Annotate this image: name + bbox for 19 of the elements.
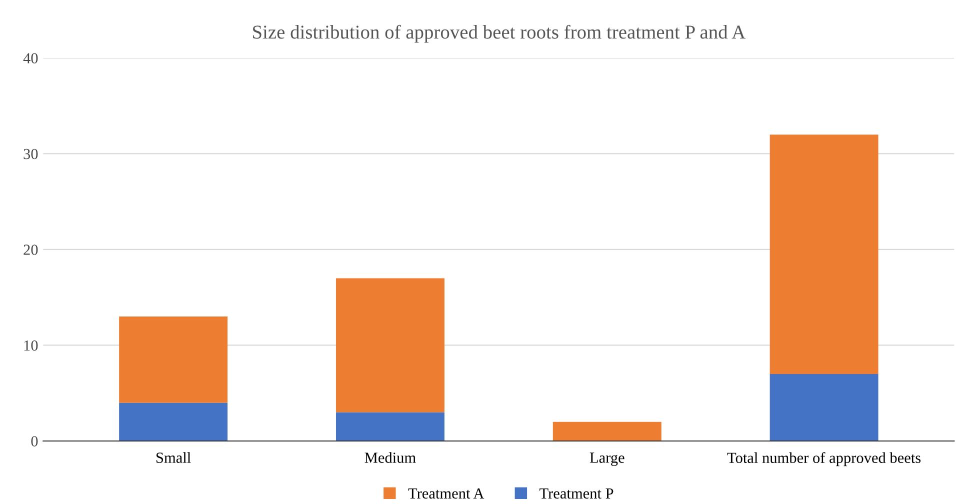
- x-tick-label: Medium: [364, 452, 416, 463]
- legend-label: Treatment P: [540, 488, 614, 499]
- bar: [119, 402, 228, 441]
- y-tick-label: 20: [24, 244, 38, 255]
- legend-label: Treatment A: [408, 488, 484, 499]
- y-tick-label: 30: [24, 148, 38, 160]
- y-tick-label: 40: [23, 53, 38, 64]
- y-tick-label: 0: [31, 436, 38, 446]
- bar: [770, 134, 878, 374]
- x-tick-label: Large: [590, 452, 624, 466]
- bar: [336, 412, 444, 441]
- x-tick-label: Small: [156, 452, 191, 463]
- y-tick-label: 10: [24, 340, 38, 351]
- x-tick-label: Total number of approved beets: [727, 452, 921, 466]
- chart-title: Size distribution of approved beet roots from treatment P and A: [253, 24, 746, 43]
- bar: [336, 278, 444, 412]
- bar: [552, 422, 662, 441]
- bar: [119, 316, 228, 403]
- bar: [770, 374, 878, 441]
